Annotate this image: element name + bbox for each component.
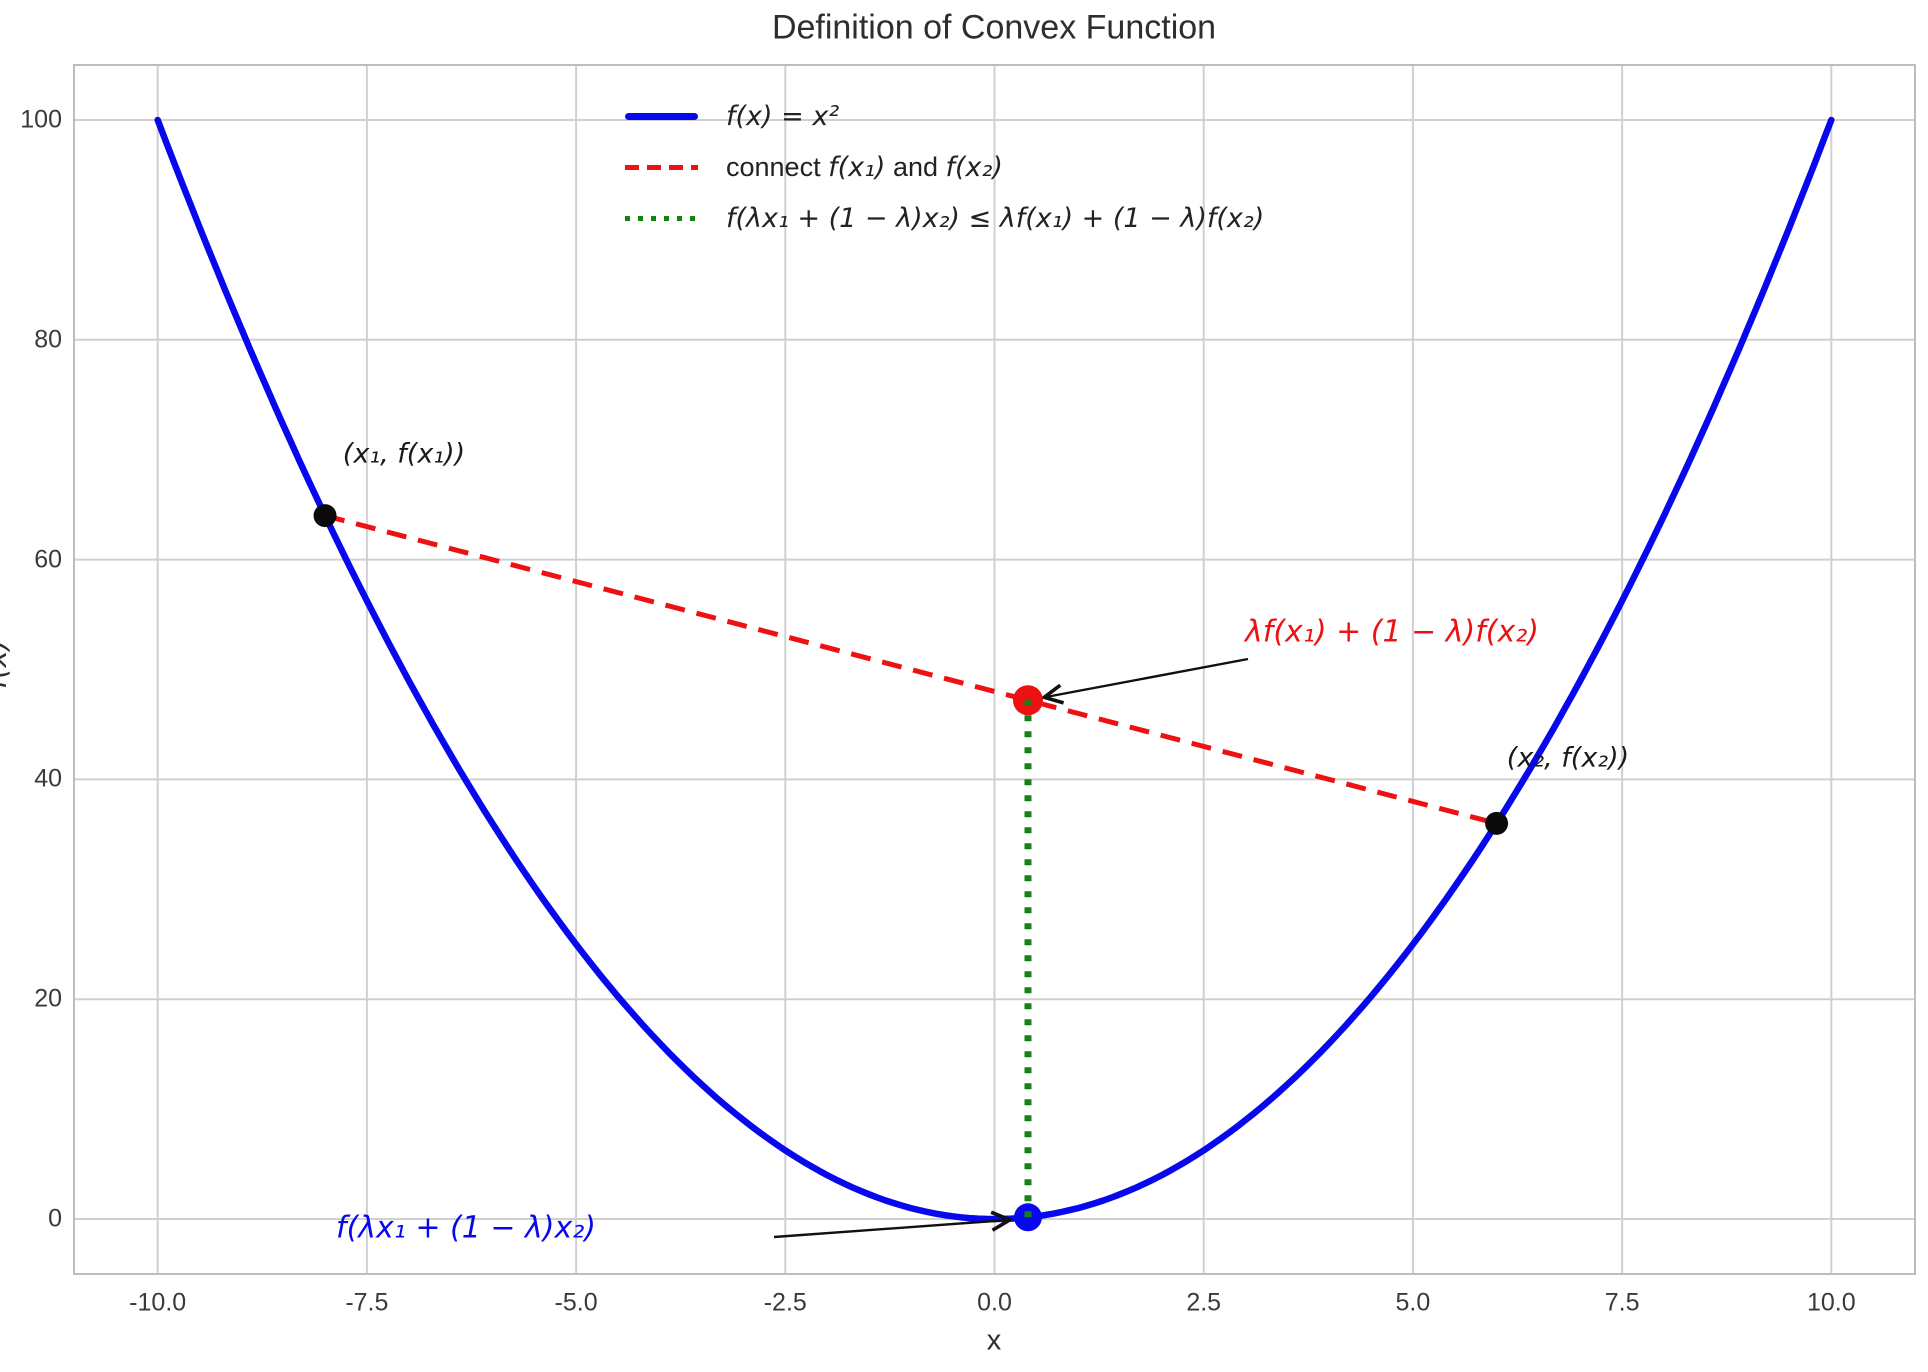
x-tick-label: 2.5 (1186, 1288, 1222, 1317)
x-tick-label: 5.0 (1395, 1288, 1431, 1317)
y-tick-label: 20 (34, 984, 62, 1013)
point-x2 (1485, 811, 1509, 835)
x-tick-label: 0.0 (977, 1288, 1012, 1317)
legend-label-inequality: f(λx₁ + (1 − λ)x₂) ≤ λf(x₁) + (1 − λ)f(x… (726, 203, 1265, 234)
legend-item-inequality: f(λx₁ + (1 − λ)x₂) ≤ λf(x₁) + (1 − λ)f(x… (625, 193, 1264, 244)
chord-line (324, 513, 1498, 826)
chart-title: Definition of Convex Function (771, 8, 1217, 47)
x-tick-label: -5.0 (554, 1288, 598, 1317)
plot-border (73, 64, 1916, 1275)
point-x1 (313, 504, 337, 528)
y-tick-label: 0 (48, 1204, 62, 1233)
x-tick-label: -10.0 (129, 1288, 187, 1317)
legend: f(x) = x² connect f(x₁) and f(x₂) f(λx₁ … (625, 91, 1264, 244)
point1-annotation: (x₁, f(x₁)) (342, 438, 466, 470)
chord-line-swatch (625, 165, 698, 170)
x-axis-label: x (986, 1324, 1002, 1357)
lower-function-value-annotation: f(λx₁ + (1 − λ)x₂) (336, 1210, 596, 1246)
point2-annotation: (x₂, f(x₂)) (1506, 742, 1630, 774)
y-tick-label: 100 (20, 105, 62, 134)
y-axis-label: f(x) (0, 639, 13, 689)
legend-item-curve: f(x) = x² (625, 91, 1264, 142)
y-tick-label: 40 (34, 764, 62, 793)
upper-interpolation-annotation: λf(x₁) + (1 − λ)f(x₂) (1245, 614, 1539, 650)
curve-line-swatch (625, 113, 698, 120)
x-tick-label: 7.5 (1604, 1288, 1640, 1317)
x-tick-label: 10.0 (1806, 1288, 1856, 1317)
x-tick-label: -7.5 (345, 1288, 389, 1317)
legend-label-chord: connect f(x₁) and f(x₂) (726, 152, 1003, 183)
legend-label-curve: f(x) = x² (726, 101, 840, 132)
y-tick-label: 60 (34, 545, 62, 574)
legend-item-chord: connect f(x₁) and f(x₂) (625, 142, 1264, 193)
lower-annotation-arrow (773, 1220, 1008, 1239)
inequality-line-swatch (625, 216, 698, 221)
upper-annotation-arrow (1046, 657, 1249, 697)
y-tick-label: 80 (34, 325, 62, 354)
x-tick-label: -2.5 (763, 1288, 807, 1317)
